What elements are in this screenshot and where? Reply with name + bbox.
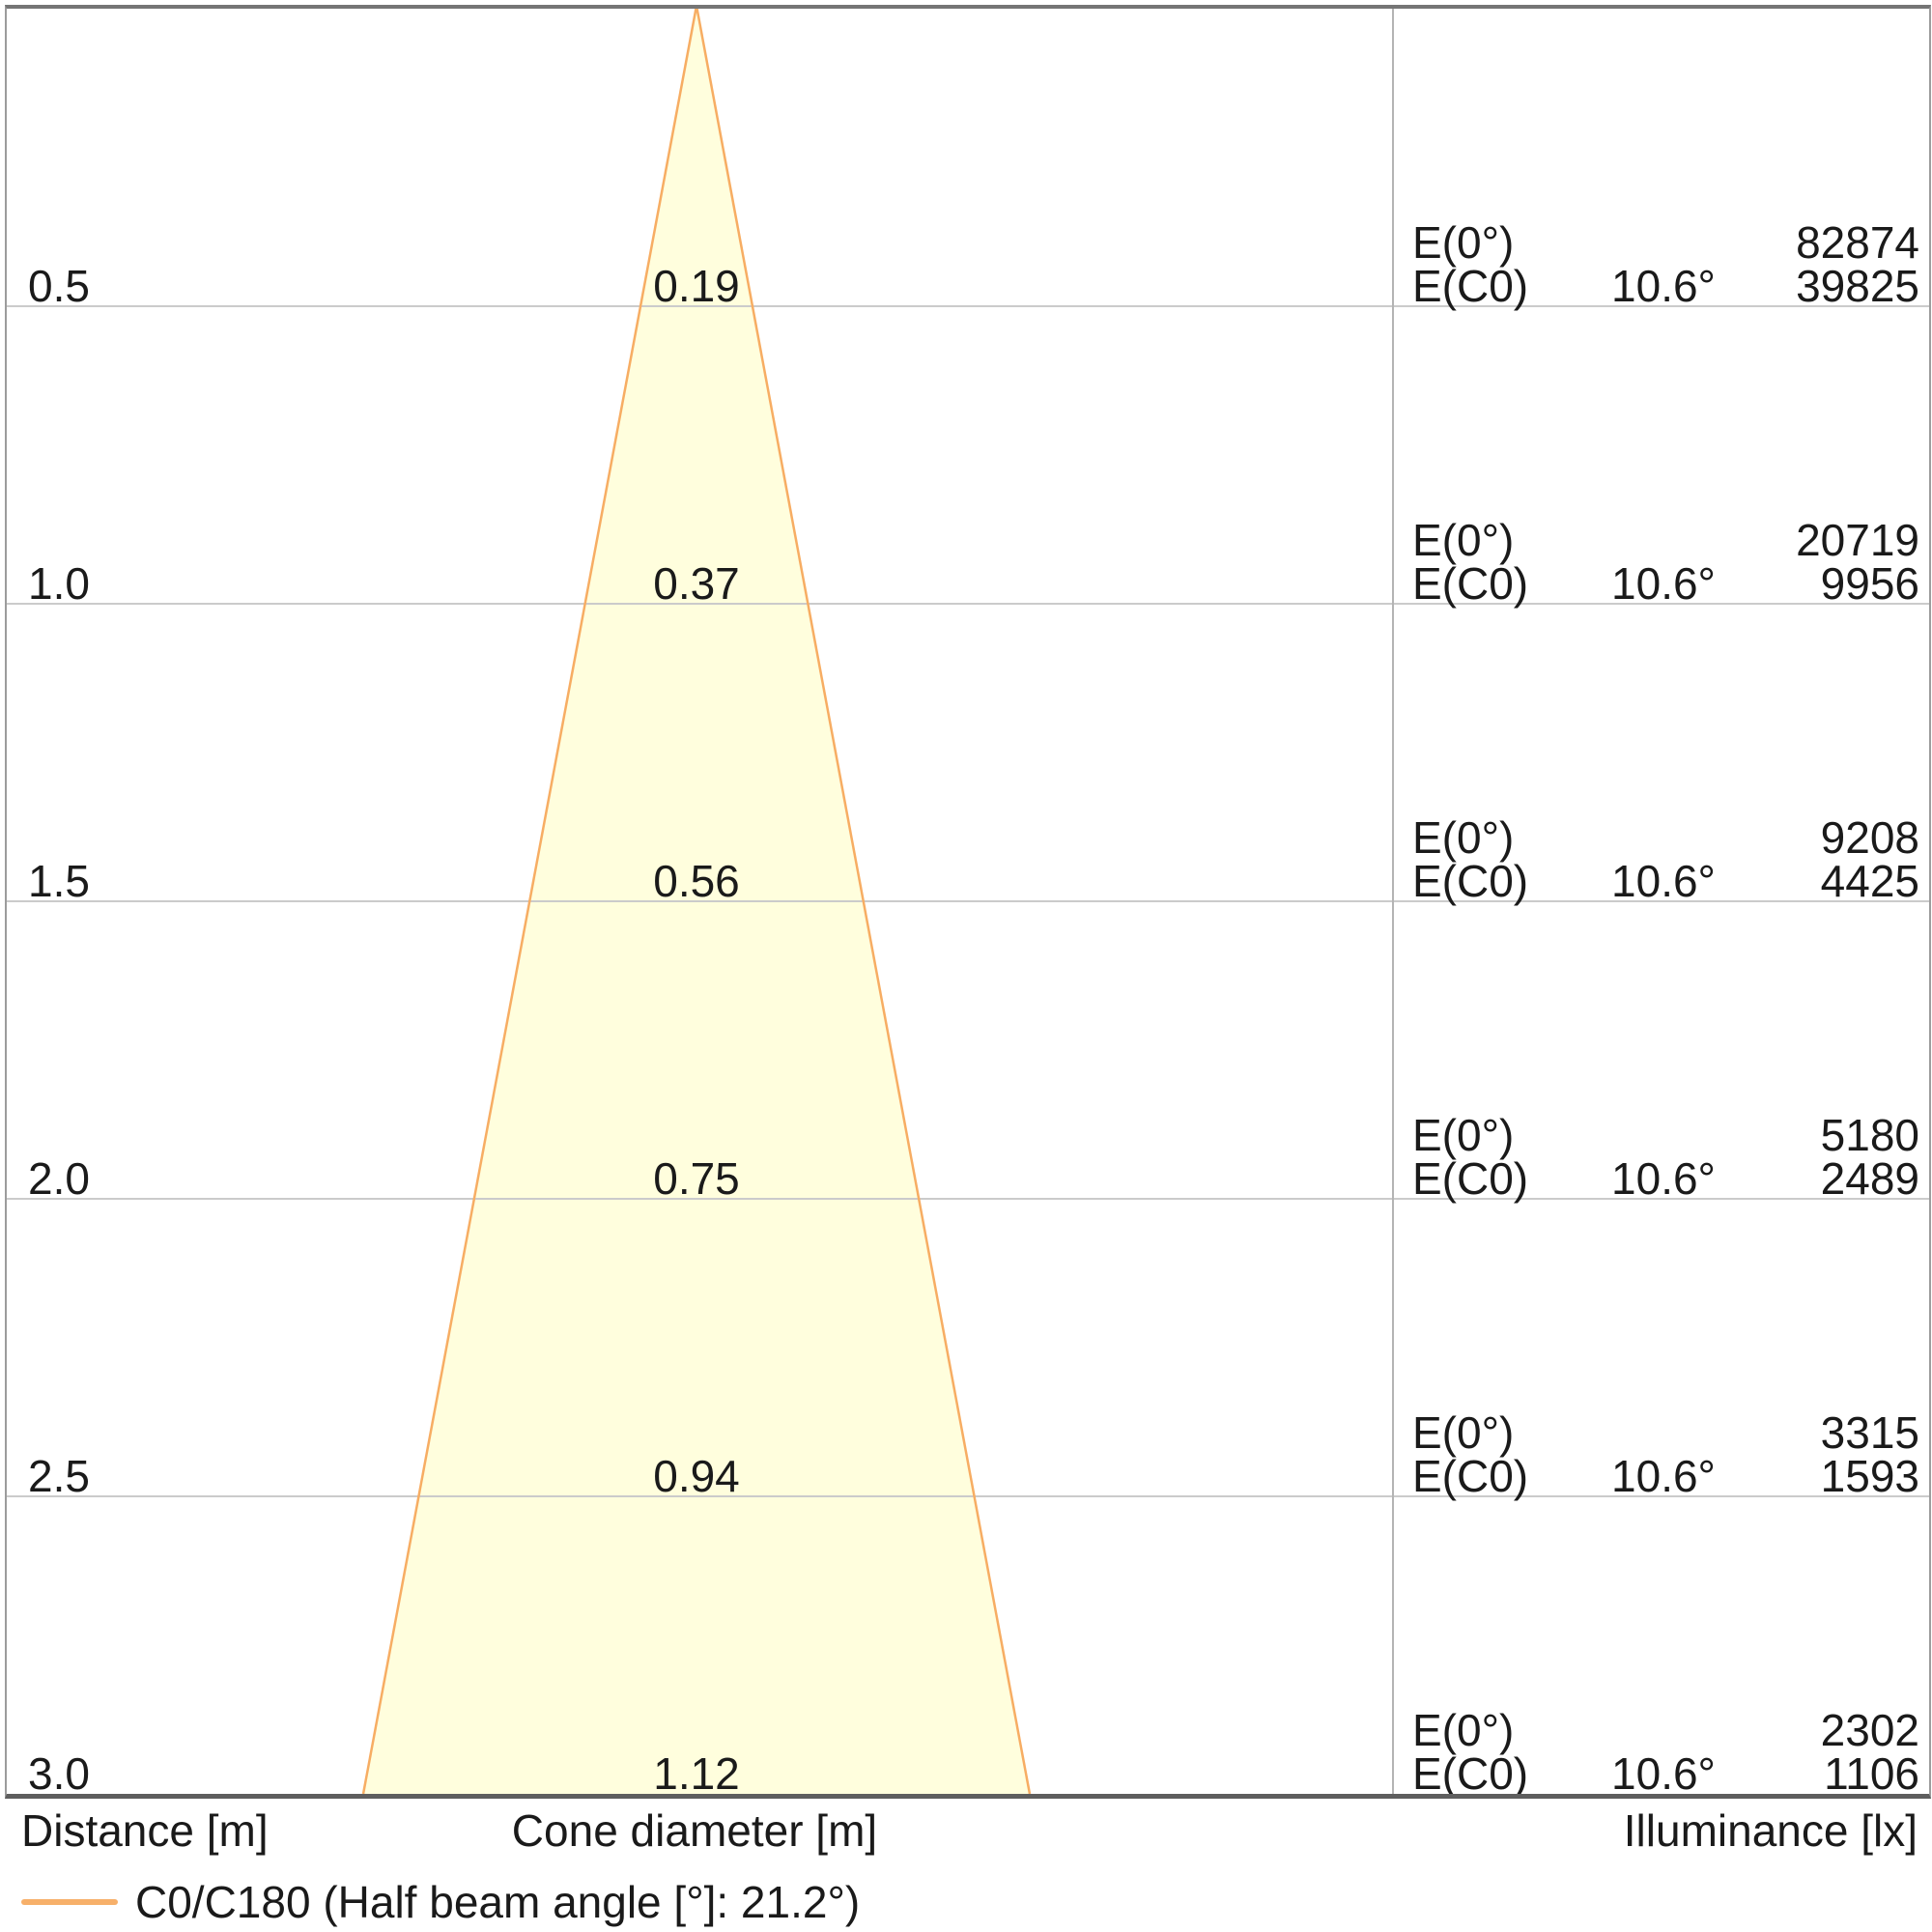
ec0-value: 2489 xyxy=(1820,1153,1919,1204)
ec0-value: 1593 xyxy=(1820,1451,1919,1501)
ec0-value: 9956 xyxy=(1820,558,1919,609)
cone-edge-c0 xyxy=(361,9,697,1794)
cone-diameter-value: 0.94 xyxy=(653,1451,740,1501)
cone-diameter-value: 1.12 xyxy=(653,1748,740,1799)
ec0-value: 1106 xyxy=(1824,1748,1919,1799)
distance-axis-caption: Distance [m] xyxy=(21,1805,269,1856)
e0-value: 20719 xyxy=(1796,515,1919,565)
light-cone-graphic xyxy=(7,9,1929,1794)
ec0-half-angle: 10.6° xyxy=(1611,1748,1716,1799)
cone-diameter-axis-caption: Cone diameter [m] xyxy=(511,1805,878,1856)
distance-label: 2.5 xyxy=(28,1451,90,1501)
e0-value: 5180 xyxy=(1820,1110,1919,1160)
distance-label: 0.5 xyxy=(28,261,90,311)
e0-value: 3315 xyxy=(1820,1407,1919,1458)
ec0-half-angle: 10.6° xyxy=(1611,856,1716,906)
e0-label: E(0°) xyxy=(1412,1705,1515,1755)
cone-diameter-value: 0.19 xyxy=(653,261,740,311)
ec0-label: E(C0) xyxy=(1412,1153,1529,1204)
illuminance-axis-caption: Illuminance [lx] xyxy=(1623,1805,1918,1856)
ec0-label: E(C0) xyxy=(1412,261,1529,311)
ec0-value: 39825 xyxy=(1796,261,1919,311)
distance-gridlines xyxy=(7,305,1929,1497)
cone-diameter-value: 0.75 xyxy=(653,1153,740,1204)
ec0-label: E(C0) xyxy=(1412,856,1529,906)
ec0-half-angle: 10.6° xyxy=(1611,558,1716,609)
distance-label: 3.0 xyxy=(28,1748,90,1799)
e0-label: E(0°) xyxy=(1412,217,1515,268)
ec0-half-angle: 10.6° xyxy=(1611,1153,1716,1204)
e0-label: E(0°) xyxy=(1412,812,1515,863)
e0-label: E(0°) xyxy=(1412,1407,1515,1458)
legend-line-swatch xyxy=(21,1899,118,1905)
e0-value: 82874 xyxy=(1796,217,1919,268)
ec0-label: E(C0) xyxy=(1412,558,1529,609)
distance-label: 1.5 xyxy=(28,856,90,906)
distance-label: 1.0 xyxy=(28,558,90,609)
e0-value: 2302 xyxy=(1820,1705,1919,1755)
cone-edge-c180 xyxy=(696,9,1032,1794)
cone-chart-plot-area: 0.5 0.19 E(0°) 82874 E(C0) 10.6° 39825 1.0 0.37 E… xyxy=(5,5,1931,1799)
ec0-value: 4425 xyxy=(1820,856,1919,906)
cone-diameter-value: 0.37 xyxy=(653,558,740,609)
ec0-label: E(C0) xyxy=(1412,1748,1529,1799)
ec0-half-angle: 10.6° xyxy=(1611,1451,1716,1501)
ec0-half-angle: 10.6° xyxy=(1611,261,1716,311)
e0-label: E(0°) xyxy=(1412,515,1515,565)
distance-label: 2.0 xyxy=(28,1153,90,1204)
ec0-label: E(C0) xyxy=(1412,1451,1529,1501)
cone-diameter-value: 0.56 xyxy=(653,856,740,906)
e0-label: E(0°) xyxy=(1412,1110,1515,1160)
legend-label: C0/C180 (Half beam angle [°]: 21.2°) xyxy=(135,1877,861,1927)
e0-value: 9208 xyxy=(1820,812,1919,863)
